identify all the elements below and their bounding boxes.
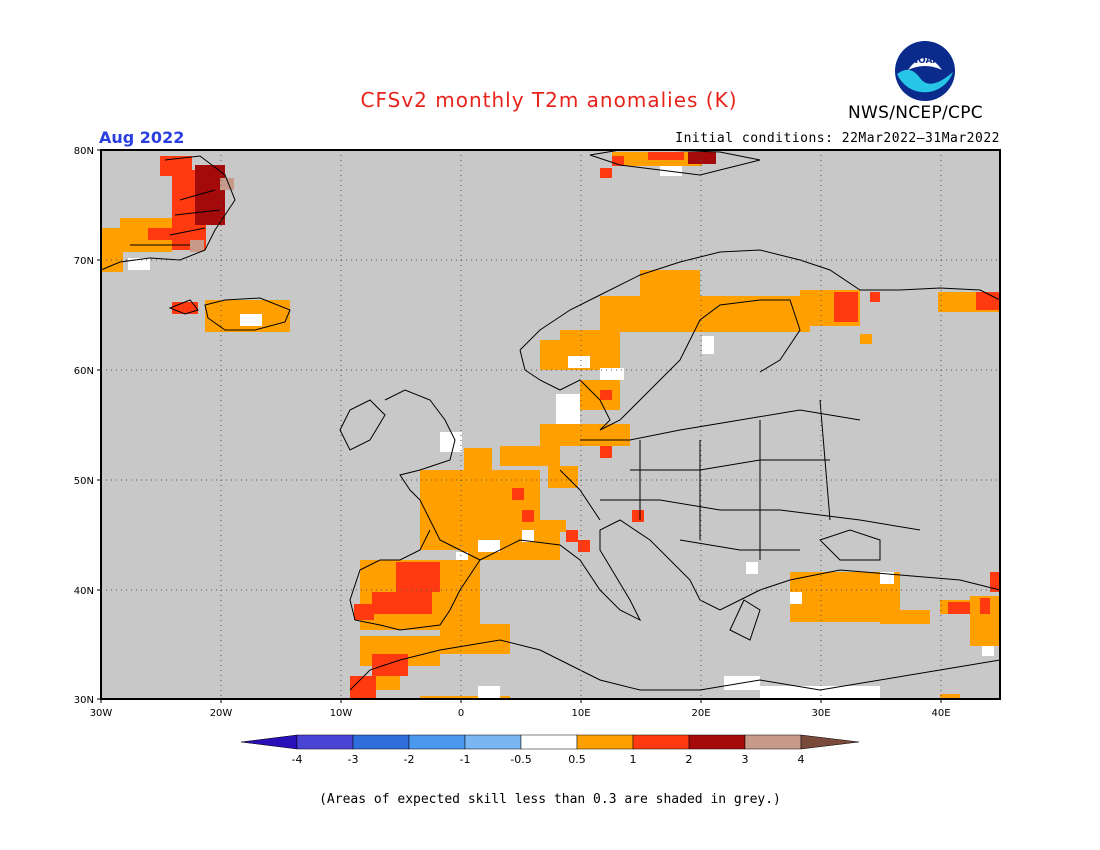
- agency-label: NWS/NCEP/CPC: [848, 103, 983, 123]
- colorbar-cell: [632, 734, 690, 750]
- map-frame: [100, 149, 1001, 700]
- coastlines: [100, 149, 1001, 691]
- longitude-labels: 30W 20W 10W 0 10E 20E 30E 40E: [90, 708, 951, 719]
- logo-text: NOAA: [911, 56, 940, 66]
- colorbar-cell: [464, 734, 522, 750]
- lon-label: 10W: [330, 708, 353, 719]
- colorbar-cell: [688, 734, 746, 750]
- noaa-logo-icon: NOAA: [895, 41, 955, 101]
- colorbar-label: -1: [460, 753, 471, 766]
- lat-label: 30N: [74, 695, 94, 706]
- lat-label: 70N: [74, 256, 94, 267]
- lon-label: 30W: [90, 708, 113, 719]
- lon-label: 0: [458, 708, 464, 719]
- colorbar-cell: [352, 734, 410, 750]
- lon-label: 40E: [931, 708, 950, 719]
- anomaly-shading: [101, 152, 1000, 699]
- colorbar-cell: [744, 734, 802, 750]
- colorbar-label: 0.5: [568, 753, 586, 766]
- footnote: (Areas of expected skill less than 0.3 a…: [319, 792, 781, 807]
- chart-title: CFSv2 monthly T2m anomalies (K): [360, 88, 738, 112]
- colorbar-label: 4: [798, 753, 805, 766]
- colorbar-label: -0.5: [510, 753, 531, 766]
- colorbar-label: -2: [404, 753, 415, 766]
- lon-label: 30E: [811, 708, 830, 719]
- lat-label: 50N: [74, 476, 94, 487]
- lat-label: 80N: [74, 146, 94, 157]
- colorbar-cell: [800, 734, 860, 750]
- lon-label: 20E: [691, 708, 710, 719]
- lon-label: 10E: [571, 708, 590, 719]
- colorbar-label: -3: [348, 753, 359, 766]
- initial-conditions: Initial conditions: 22Mar2022–31Mar2022: [675, 131, 1000, 146]
- colorbar-label: -4: [292, 753, 303, 766]
- colorbar-label: 3: [742, 753, 749, 766]
- colorbar-label: 2: [686, 753, 693, 766]
- forecast-month: Aug 2022: [99, 128, 185, 147]
- axis-ticks: [97, 149, 942, 703]
- colorbar-cell: [408, 734, 466, 750]
- lat-label: 40N: [74, 586, 94, 597]
- colorbar-cell: [520, 734, 578, 750]
- colorbar-cell: [296, 734, 354, 750]
- colorbar-cell: [576, 734, 634, 750]
- lon-label: 20W: [210, 708, 233, 719]
- lat-label: 60N: [74, 366, 94, 377]
- colorbar-cell: [240, 734, 298, 750]
- colorbar-labels: -4 -3 -2 -1 -0.5 0.5 1 2 3 4: [292, 753, 805, 766]
- colorbar-label: 1: [630, 753, 637, 766]
- latitude-labels: 30N 40N 50N 60N 70N 80N: [74, 146, 94, 706]
- colorbar: [240, 734, 860, 750]
